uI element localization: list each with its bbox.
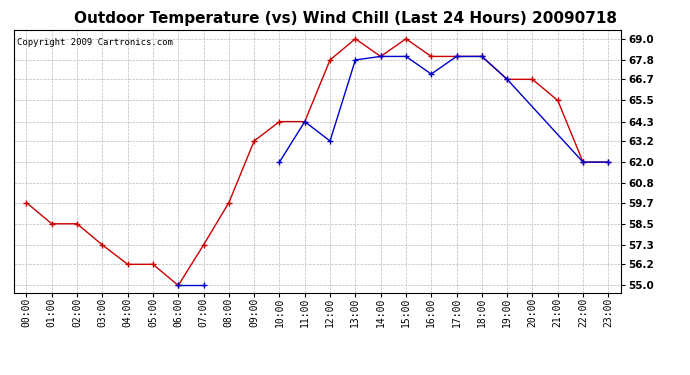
Text: Outdoor Temperature (vs) Wind Chill (Last 24 Hours) 20090718: Outdoor Temperature (vs) Wind Chill (Las… <box>74 11 616 26</box>
Text: Copyright 2009 Cartronics.com: Copyright 2009 Cartronics.com <box>17 38 172 47</box>
